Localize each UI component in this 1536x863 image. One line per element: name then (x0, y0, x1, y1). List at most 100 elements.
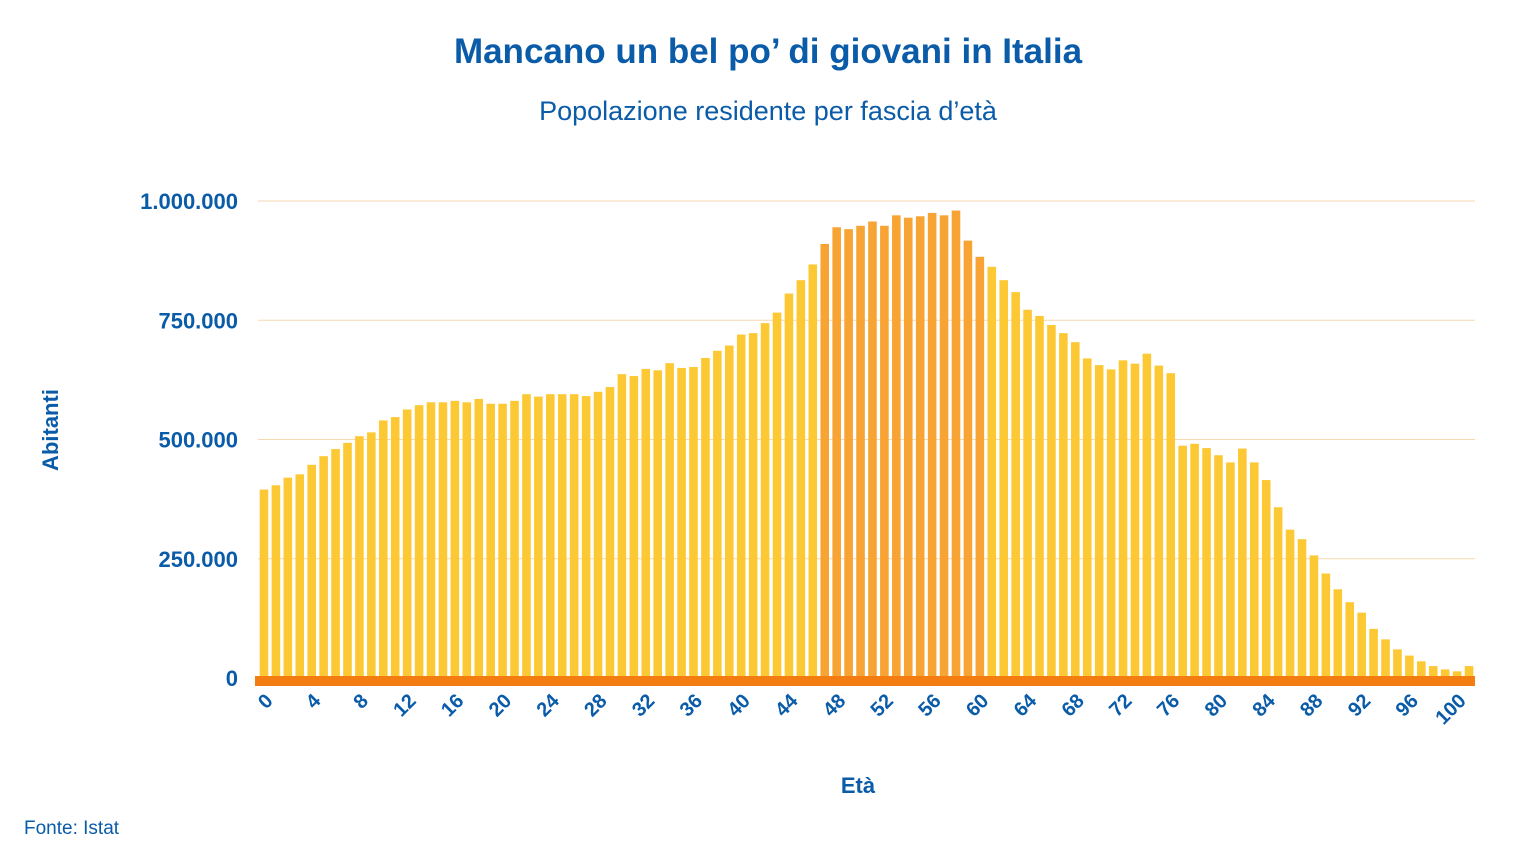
bar-age-96 (1405, 655, 1414, 678)
bar-age-53 (892, 215, 901, 678)
bar-age-0 (259, 489, 269, 678)
bar-age-14 (426, 402, 436, 678)
bar-age-100 (1452, 671, 1462, 678)
bar-age-10 (378, 420, 388, 678)
bar-age-19 (486, 403, 495, 678)
x-tick-label: 60 (962, 690, 993, 721)
source-note: Fonte: Istat (24, 818, 120, 839)
bar-age-60 (975, 256, 985, 678)
bar-age-11 (390, 417, 400, 678)
bar-age-38 (713, 350, 722, 678)
bar-age-30 (617, 374, 627, 678)
x-tick-label: 4 (302, 689, 326, 713)
bar-age-74 (1142, 353, 1152, 678)
bar-age-32 (641, 368, 651, 678)
bar-age-59 (963, 240, 973, 678)
x-tick-label: 56 (914, 690, 945, 721)
bar-age-43 (772, 312, 782, 678)
bar-age-17 (462, 402, 472, 678)
bar-age-83 (1249, 462, 1259, 678)
bar-age-75 (1154, 365, 1164, 678)
x-tick-label: 88 (1296, 690, 1327, 721)
bar-age-41 (748, 333, 758, 678)
bar-age-4 (307, 464, 316, 678)
bar-age-99 (1440, 669, 1450, 678)
bar-age-49 (844, 229, 853, 678)
bar-age-20 (498, 403, 507, 678)
bar-age-72 (1118, 360, 1128, 678)
bar-age-65 (1035, 315, 1044, 678)
x-axis-label: Età (841, 773, 876, 798)
bar-age-31 (629, 376, 639, 678)
bar-age-71 (1106, 369, 1116, 678)
bar-age-67 (1059, 333, 1068, 678)
bar-age-16 (450, 400, 460, 678)
x-tick-label: 20 (485, 690, 516, 721)
x-tick-label: 84 (1248, 689, 1280, 721)
x-tick-labels: 0 4 8 12 16 20 24 28 32 36 40 44 48 52 56 60 64 68 72 76 80 8… (254, 689, 1471, 729)
bar-age-54 (903, 217, 913, 678)
bar-age-15 (438, 402, 448, 678)
x-tick-label: 28 (580, 690, 611, 721)
bar-age-7 (343, 442, 352, 678)
bar-age-27 (581, 396, 591, 678)
bar-age-101 (1464, 666, 1474, 678)
x-tick-label: 24 (533, 689, 565, 721)
chart-subtitle: Popolazione residente per fascia d’età (539, 96, 997, 126)
bar-age-25 (557, 394, 567, 678)
bar-age-80 (1214, 455, 1223, 678)
x-tick-label: 40 (723, 690, 754, 721)
bar-age-95 (1393, 649, 1402, 678)
bar-age-62 (999, 280, 1009, 678)
y-tick-labels: 0 250.000 500.000 750.000 1.000.000 (140, 189, 238, 691)
x-tick-label: 96 (1392, 690, 1423, 721)
bar-age-37 (701, 357, 710, 678)
bar-age-63 (1011, 292, 1020, 678)
bar-age-89 (1321, 573, 1331, 678)
bar-age-84 (1261, 480, 1271, 678)
bar-age-23 (534, 396, 543, 678)
bar-age-58 (951, 210, 961, 679)
x-axis-baseline (255, 676, 1475, 686)
bar-age-26 (569, 394, 579, 678)
bar-age-21 (510, 400, 519, 678)
x-tick-label: 72 (1105, 690, 1136, 721)
bar-age-29 (605, 387, 615, 678)
x-tick-label: 32 (628, 690, 659, 721)
y-axis-label: Abitanti (38, 389, 63, 471)
bar-age-48 (832, 227, 841, 679)
bar-age-86 (1285, 529, 1295, 678)
gridlines (258, 200, 1475, 560)
bar-age-92 (1357, 612, 1366, 678)
x-tick-label: 76 (1153, 690, 1184, 721)
bar-age-9 (367, 432, 376, 678)
x-tick-label: 44 (771, 689, 803, 721)
bar-age-44 (784, 293, 794, 678)
x-tick-label: 52 (867, 690, 898, 721)
bar-age-91 (1345, 602, 1355, 678)
bar-age-2 (283, 477, 293, 678)
bar-age-64 (1023, 309, 1032, 678)
y-tick-label: 1.000.000 (140, 189, 238, 214)
x-tick-label: 48 (819, 690, 850, 721)
bar-age-8 (355, 436, 364, 678)
bar-age-42 (760, 323, 770, 678)
bar-age-88 (1309, 555, 1319, 678)
bar-age-77 (1178, 445, 1187, 678)
bar-age-36 (689, 367, 698, 678)
bar-age-52 (880, 225, 889, 679)
y-tick-label: 750.000 (158, 308, 238, 333)
x-tick-label: 36 (676, 690, 707, 721)
bar-age-79 (1202, 448, 1211, 678)
x-tick-label: 12 (389, 690, 420, 721)
bar-age-97 (1417, 661, 1426, 678)
bar-age-70 (1094, 365, 1104, 678)
bar-age-35 (677, 367, 686, 678)
x-tick-label: 80 (1201, 690, 1232, 721)
bar-age-98 (1428, 666, 1438, 678)
bar-age-93 (1369, 628, 1378, 678)
bars (259, 210, 1474, 679)
x-tick-label: 0 (254, 690, 277, 713)
x-tick-label: 68 (1058, 690, 1089, 721)
bar-age-12 (402, 409, 412, 678)
